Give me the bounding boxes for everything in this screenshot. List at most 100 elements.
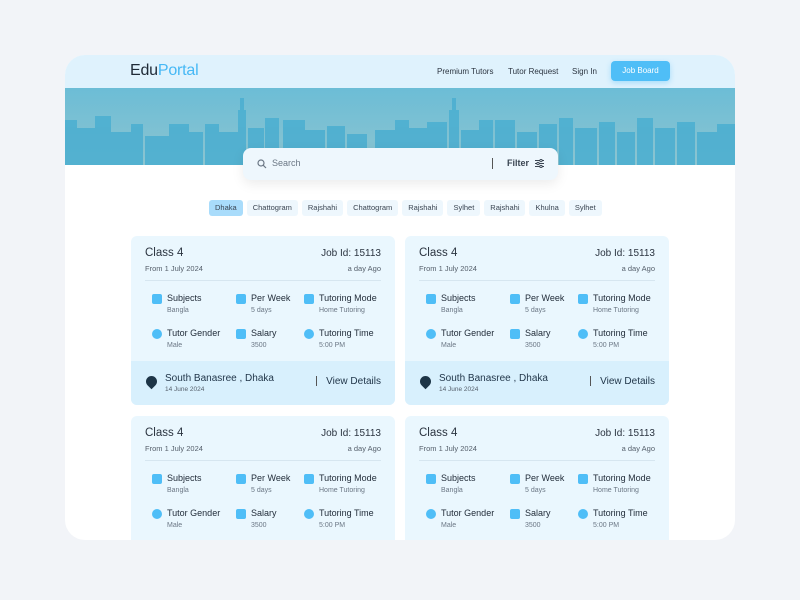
nav-premium-tutors[interactable]: Premium Tutors: [437, 67, 494, 76]
job-card[interactable]: Class 4 Job Id: 15113 From 1 July 2024 a…: [405, 236, 669, 405]
city-chip[interactable]: Sylhet: [568, 200, 602, 216]
filter-button[interactable]: Filter: [507, 158, 530, 168]
detail-salary: Salary 3500: [510, 508, 551, 529]
posted-ago: a day Ago: [347, 264, 381, 273]
detail-value: 3500: [251, 342, 267, 349]
detail-label: Tutoring Mode: [319, 473, 377, 483]
location: South Banasree , Dhaka: [439, 373, 548, 384]
city-chip[interactable]: Rajshahi: [484, 200, 526, 216]
detail-value: Home Tutoring: [593, 307, 639, 314]
detail-label: Per Week: [525, 473, 565, 483]
logo[interactable]: EduPortal: [130, 62, 199, 80]
calendar-icon: [236, 474, 246, 484]
detail-label: Salary: [525, 508, 551, 518]
cube-icon: [304, 294, 314, 304]
detail-label: Tutoring Time: [319, 508, 374, 518]
book-icon: [426, 294, 436, 304]
posted-date: 14 June 2024: [165, 386, 205, 393]
city-chip[interactable]: Sylhet: [447, 200, 481, 216]
detail-tutoring-mode: Tutoring Mode Home Tutoring: [578, 293, 651, 314]
detail-subjects: Subjects Bangla: [152, 473, 202, 494]
sliders-icon[interactable]: [535, 159, 544, 168]
detail-subjects: Subjects Bangla: [426, 473, 476, 494]
detail-value: 3500: [251, 522, 267, 529]
gender-icon: [426, 509, 436, 519]
detail-label: Tutor Gender: [167, 508, 221, 518]
book-icon: [152, 474, 162, 484]
detail-per-week: Per Week 5 days: [236, 293, 290, 314]
city-filter-chips: Dhaka Chattogram Rajshahi Chattogram Rajshah…: [209, 200, 602, 216]
detail-tutor-gender: Tutor Gender Male: [426, 328, 494, 349]
logo-text: Edu: [130, 62, 158, 79]
cube-icon: [578, 294, 588, 304]
clock-icon: [578, 509, 588, 519]
detail-value: Bangla: [167, 307, 189, 314]
detail-value: Male: [441, 342, 457, 349]
search-input[interactable]: Search: [272, 158, 301, 168]
clock-icon: [304, 509, 314, 519]
posted-ago: a day Ago: [347, 444, 381, 453]
detail-tutoring-time: Tutoring Time 5:00 PM: [304, 508, 374, 529]
detail-value: 5 days: [525, 307, 546, 314]
job-board-button[interactable]: Job Board: [611, 61, 670, 81]
detail-tutor-gender: Tutor Gender Male: [152, 508, 221, 529]
class-title: Class 4: [419, 427, 458, 439]
detail-label: Tutoring Mode: [593, 293, 651, 303]
detail-value: 5:00 PM: [593, 522, 620, 529]
detail-value: 5:00 PM: [319, 522, 346, 529]
detail-label: Tutoring Time: [319, 328, 374, 338]
job-card[interactable]: Class 4 Job Id: 15113 From 1 July 2024 a…: [131, 236, 395, 405]
card-icon: [510, 329, 520, 339]
card-footer: South Banasree , Dhaka 14 June 2024 View D…: [405, 361, 669, 405]
calendar-icon: [510, 294, 520, 304]
detail-label: Subjects: [167, 293, 202, 303]
search-bar[interactable]: Search Filter: [243, 148, 558, 180]
city-chip[interactable]: Dhaka: [209, 200, 243, 216]
detail-value: Male: [167, 522, 183, 529]
detail-value: 5 days: [525, 487, 546, 494]
detail-subjects: Subjects Bangla: [152, 293, 202, 314]
top-nav: EduPortal Premium Tutors Tutor Request S…: [65, 55, 735, 88]
city-chip[interactable]: Rajshahi: [301, 200, 344, 216]
job-card[interactable]: Class 4 Job Id: 15113 From 1 July 2024 a…: [131, 416, 395, 540]
divider: [419, 280, 655, 281]
class-title: Class 4: [419, 247, 458, 259]
job-id: Job Id: 15113: [321, 428, 381, 439]
detail-value: Home Tutoring: [319, 307, 365, 314]
detail-tutor-gender: Tutor Gender Male: [426, 508, 495, 529]
search-icon: [257, 159, 267, 169]
job-card[interactable]: Class 4 Job Id: 15113 From 1 July 2024 a…: [405, 416, 669, 540]
posted-ago: a day Ago: [621, 444, 655, 453]
detail-label: Subjects: [167, 473, 202, 483]
calendar-icon: [236, 294, 246, 304]
divider: [419, 460, 655, 461]
city-chip[interactable]: Khulna: [529, 200, 565, 216]
posted-date: 14 June 2024: [439, 386, 479, 393]
detail-label: Subjects: [441, 473, 476, 483]
detail-label: Tutoring Time: [593, 508, 648, 518]
view-details-link[interactable]: View Details: [326, 376, 381, 387]
detail-value: 3500: [525, 522, 541, 529]
detail-label: Salary: [251, 508, 277, 518]
city-chip[interactable]: Chattogram: [347, 200, 399, 216]
view-details-link[interactable]: View Details: [600, 376, 655, 387]
detail-label: Salary: [251, 328, 277, 338]
divider: [145, 280, 381, 281]
detail-value: 5 days: [251, 307, 272, 314]
city-chip[interactable]: Rajshahi: [402, 200, 444, 216]
detail-subjects: Subjects Bangla: [426, 293, 476, 314]
detail-salary: Salary 3500: [510, 328, 551, 349]
city-chip[interactable]: Chattogram: [246, 200, 298, 216]
detail-tutoring-time: Tutoring Time 5:00 PM: [304, 328, 374, 349]
detail-value: Home Tutoring: [319, 487, 365, 494]
start-date: From 1 July 2024: [145, 264, 203, 273]
class-title: Class 4: [145, 247, 184, 259]
nav-sign-in[interactable]: Sign In: [572, 67, 597, 76]
class-title: Class 4: [145, 427, 184, 439]
detail-label: Tutor Gender: [441, 508, 495, 518]
card-footer: South Banasree , Dhaka 14 June 2024 View D…: [131, 361, 395, 405]
nav-tutor-request[interactable]: Tutor Request: [508, 67, 559, 76]
start-date: From 1 July 2024: [145, 444, 203, 453]
detail-value: Male: [441, 522, 457, 529]
posted-ago: a day Ago: [621, 264, 655, 273]
